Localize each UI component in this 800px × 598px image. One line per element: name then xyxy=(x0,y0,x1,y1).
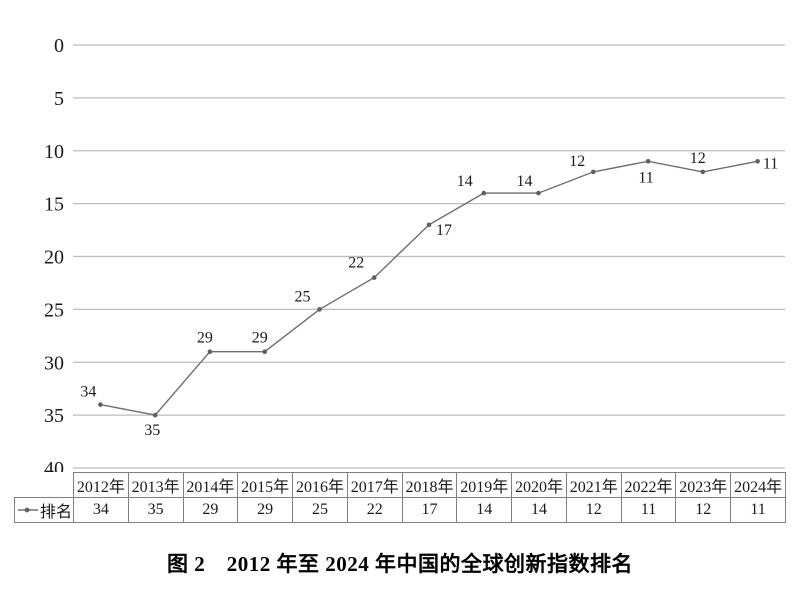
year-header-cell: 2014年 xyxy=(182,472,239,498)
y-axis-tick-label: 15 xyxy=(44,194,64,216)
rank-value-cell: 14 xyxy=(511,497,567,523)
data-point-marker xyxy=(207,349,213,355)
year-header-cell: 2021年 xyxy=(565,472,622,498)
data-point-marker xyxy=(317,307,322,312)
rank-value-cell: 34 xyxy=(73,497,129,523)
year-header-cell: 2024年 xyxy=(730,472,786,498)
legend-cell: 排名 xyxy=(14,497,74,523)
rank-value-cell: 11 xyxy=(730,497,786,523)
data-point-marker xyxy=(645,159,651,164)
year-header-cell: 2015年 xyxy=(237,472,294,498)
year-header-cell: 2023年 xyxy=(675,472,732,498)
rank-value-cell: 29 xyxy=(182,497,239,523)
rank-value-cell: 12 xyxy=(675,497,732,523)
table-header-row: 2012年 2013年 2014年 2015年 2016年 2017年 2018年 2019年… xyxy=(15,472,786,498)
data-point-label: 12 xyxy=(569,153,585,170)
ranking-line-chart: 0 5 10 15 20 25 30 35 40 34 35 29 29 25 22 17 14 14 12 11 12… xyxy=(44,35,785,472)
rank-value-cell: 17 xyxy=(401,497,458,523)
year-header-cell: 2016年 xyxy=(292,472,348,498)
year-header-cell: 2018年 xyxy=(401,472,458,498)
year-header-cell: 2017年 xyxy=(346,472,403,498)
y-axis-tick-label: 5 xyxy=(54,88,64,110)
y-axis-tick-label: 0 xyxy=(54,35,64,57)
data-point-label: 22 xyxy=(348,255,364,272)
data-point-label: 12 xyxy=(690,150,706,167)
ranking-line xyxy=(100,160,758,416)
data-point-label: 14 xyxy=(457,173,473,190)
data-point-label: 29 xyxy=(252,330,268,347)
rank-value-cell: 35 xyxy=(127,497,184,523)
legend-series-label: 排名 xyxy=(40,504,73,521)
data-point-marker xyxy=(371,275,377,280)
rank-value-cell: 25 xyxy=(292,497,348,523)
y-axis-tick-label: 30 xyxy=(44,352,64,374)
data-point-label: 35 xyxy=(144,422,160,439)
data-point-marker xyxy=(152,412,158,418)
data-point-label: 34 xyxy=(80,384,96,401)
data-table: 2012年 2013年 2014年 2015年 2016年 2017年 2018年 2019年… xyxy=(14,472,786,523)
data-point-marker xyxy=(426,222,432,228)
line-marker-legend-icon xyxy=(18,507,38,513)
data-point-label: 17 xyxy=(436,222,452,239)
table-value-row: 排名 34 35 29 29 25 22 17 14 14 12 11 12 11 xyxy=(14,497,786,523)
data-point-label: 11 xyxy=(763,155,778,172)
year-header-cell: 2019年 xyxy=(456,472,513,498)
year-header-cell: 2013年 xyxy=(127,472,184,498)
data-point-label: 14 xyxy=(517,173,533,190)
data-point-label: 25 xyxy=(295,288,311,305)
table-corner-cell xyxy=(15,473,74,498)
figure-caption: 图 2 2012 年至 2024 年中国的全球创新指数排名 xyxy=(167,552,633,576)
y-axis-tick-label: 10 xyxy=(44,141,64,163)
rank-value-cell: 11 xyxy=(620,497,677,523)
y-axis-tick-label: 20 xyxy=(44,247,64,269)
y-axis-tick-label: 35 xyxy=(44,405,64,427)
data-point-marker xyxy=(700,169,706,175)
rank-value-cell: 12 xyxy=(565,497,622,523)
data-point-label: 11 xyxy=(638,169,653,186)
data-point-marker xyxy=(481,190,487,196)
data-point-marker xyxy=(591,169,596,175)
year-header-cell: 2022年 xyxy=(620,472,677,498)
y-axis-tick-label: 25 xyxy=(44,299,64,321)
data-point-label: 29 xyxy=(197,330,213,347)
data-point-marker xyxy=(536,190,541,196)
year-header-cell: 2020年 xyxy=(511,472,567,498)
rank-value-cell: 22 xyxy=(346,497,403,523)
legend-entry: 排名 xyxy=(16,499,73,522)
data-point-marker xyxy=(262,349,268,355)
year-header-cell: 2012年 xyxy=(73,472,129,498)
rank-value-cell: 29 xyxy=(237,497,294,523)
data-point-marker xyxy=(755,159,760,164)
data-point-marker xyxy=(98,402,103,407)
y-axis-tick-label: 40 xyxy=(44,458,64,472)
rank-value-cell: 14 xyxy=(456,497,513,523)
